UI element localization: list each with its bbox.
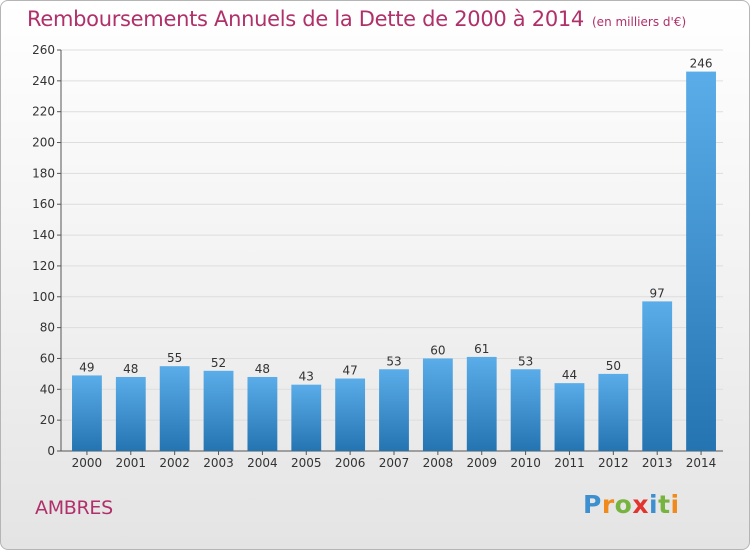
bar	[686, 71, 716, 451]
y-tick-label: 80	[40, 321, 55, 335]
bar	[466, 356, 497, 451]
y-tick-label: 120	[32, 259, 55, 273]
y-tick-label: 160	[32, 197, 55, 211]
x-tick-label: 2005	[291, 456, 322, 470]
x-tick-label: 2010	[510, 456, 541, 470]
bar-value-label: 55	[167, 351, 182, 365]
bar-value-label: 52	[211, 356, 226, 370]
y-tick-label: 140	[32, 228, 55, 242]
bar	[247, 376, 278, 451]
y-tick-label: 260	[32, 43, 55, 57]
bar-value-label: 49	[79, 360, 94, 374]
bar-value-label: 97	[650, 286, 665, 300]
y-tick-label: 20	[40, 413, 55, 427]
chart-unit: (en milliers d'€)	[592, 15, 687, 29]
bar	[291, 384, 322, 451]
bar	[159, 366, 190, 451]
bar	[115, 376, 146, 451]
bar-value-label: 48	[123, 362, 138, 376]
x-tick-label: 2012	[598, 456, 629, 470]
x-tick-label: 2014	[686, 456, 717, 470]
y-tick-label: 180	[32, 166, 55, 180]
x-tick-label: 2006	[335, 456, 366, 470]
bar	[554, 383, 585, 451]
bar-value-label: 60	[430, 343, 445, 357]
x-tick-label: 2002	[159, 456, 190, 470]
x-tick-label: 2009	[466, 456, 497, 470]
y-tick-label: 240	[32, 74, 55, 88]
y-tick-label: 40	[40, 382, 55, 396]
bar	[642, 301, 673, 451]
bar	[203, 370, 234, 451]
bar	[379, 369, 409, 451]
proxiti-logo: Proxiti	[583, 490, 680, 519]
bar	[335, 378, 366, 451]
commune-name: AMBRES	[35, 497, 113, 519]
bar-value-label: 53	[518, 354, 533, 368]
bar-value-label: 44	[562, 368, 577, 382]
bar-value-label: 50	[606, 359, 621, 373]
x-tick-label: 2011	[554, 456, 585, 470]
x-tick-label: 2013	[642, 456, 673, 470]
x-tick-label: 2007	[379, 456, 410, 470]
bar-value-label: 47	[342, 364, 357, 378]
chart-heading: Remboursements Annuels de la Dette de 20…	[27, 7, 686, 31]
y-tick-label: 220	[32, 105, 55, 119]
x-tick-label: 2001	[116, 456, 147, 470]
bar-value-label: 48	[255, 362, 270, 376]
x-tick-label: 2004	[247, 456, 278, 470]
x-tick-label: 2003	[203, 456, 234, 470]
bar-value-label: 246	[690, 57, 713, 71]
bar	[422, 358, 453, 451]
y-tick-label: 200	[32, 136, 55, 150]
bar	[510, 369, 541, 451]
y-tick-label: 0	[47, 444, 55, 458]
bar-value-label: 61	[474, 342, 489, 356]
bar-value-label: 53	[386, 354, 401, 368]
x-tick-label: 2008	[423, 456, 454, 470]
bar	[598, 373, 629, 451]
chart-title: Remboursements Annuels de la Dette de 20…	[27, 7, 584, 31]
y-tick-label: 60	[40, 351, 55, 365]
x-tick-label: 2000	[72, 456, 103, 470]
y-tick-label: 100	[32, 290, 55, 304]
bar-value-label: 43	[299, 370, 314, 384]
bar	[72, 375, 102, 451]
